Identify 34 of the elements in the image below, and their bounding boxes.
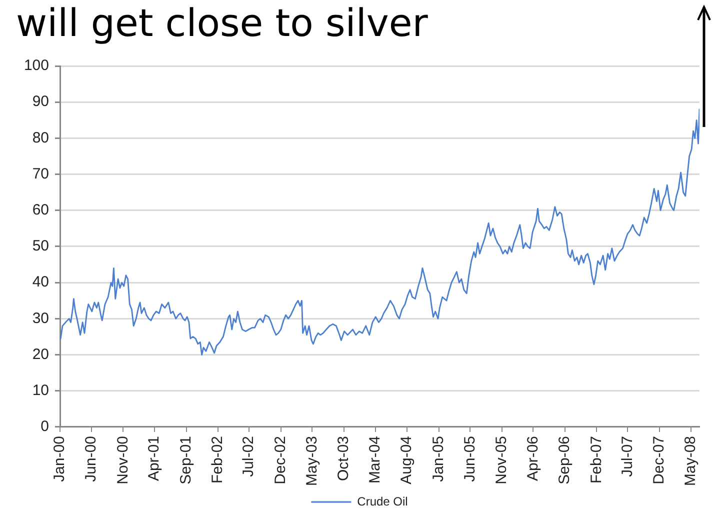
y-tick-label: 50 <box>32 238 49 255</box>
x-tick-label: Jul-02 <box>240 436 258 477</box>
y-tick-label: 0 <box>40 418 49 436</box>
x-tick-label: Nov-00 <box>114 436 132 484</box>
x-tick-label: Sep-06 <box>556 436 574 484</box>
x-tick-label: Jan-05 <box>430 436 447 482</box>
x-tick-label: Mar-04 <box>366 436 384 484</box>
y-tick-label: 100 <box>24 57 49 74</box>
y-tick-label: 70 <box>32 165 49 182</box>
y-tick-label: 20 <box>32 346 49 363</box>
x-tick-label: Aug-04 <box>398 436 416 484</box>
x-tick-label: Dec-02 <box>272 436 289 484</box>
y-tick-label: 30 <box>32 310 49 327</box>
x-tick-label: Apr-01 <box>146 436 163 482</box>
y-tick-label: 90 <box>32 93 49 110</box>
x-tick-label: May-03 <box>303 436 320 486</box>
x-tick-label: Jul-07 <box>618 436 636 477</box>
x-tick-label: Apr-06 <box>524 436 542 482</box>
legend-label: Crude Oil <box>357 494 408 508</box>
x-tick-label: Feb-02 <box>209 436 226 484</box>
x-tick-label: Nov-05 <box>493 436 510 484</box>
x-tick-label: May-08 <box>682 436 700 486</box>
y-tick-label: 40 <box>32 274 49 291</box>
x-tick-label: Jun-05 <box>461 436 478 482</box>
x-tick-label: Jan-00 <box>51 436 68 482</box>
y-tick-label: 10 <box>32 382 49 400</box>
y-tick-label: 80 <box>32 129 49 146</box>
x-tick-label: Oct-03 <box>335 436 352 481</box>
x-tick-label: Jun-00 <box>82 436 100 482</box>
y-tick-label: 60 <box>32 202 49 219</box>
x-tick-label: Dec-07 <box>650 436 668 484</box>
x-tick-label: Sep-01 <box>177 436 194 484</box>
x-tick-label: Feb-07 <box>588 436 605 484</box>
chart-title: will get close to silver <box>16 0 428 46</box>
